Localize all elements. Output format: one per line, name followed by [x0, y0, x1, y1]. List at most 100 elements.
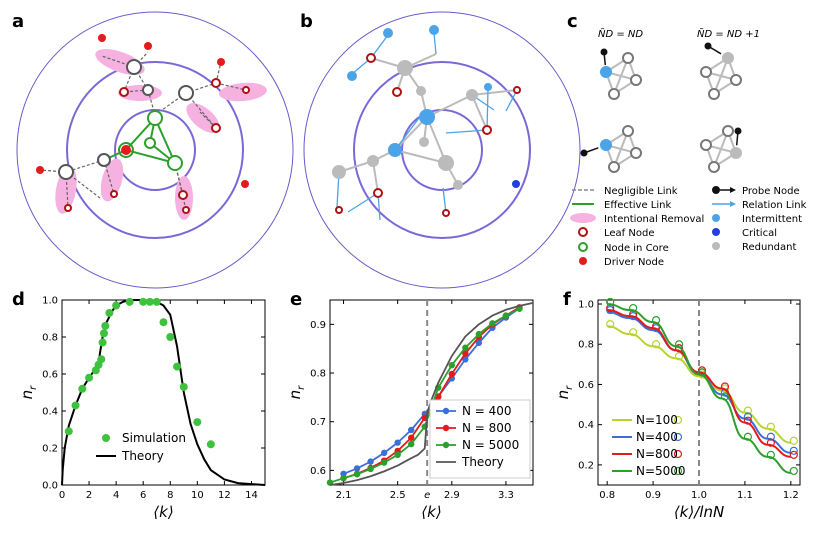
simulation-point — [112, 301, 121, 310]
panel-label-f: f — [563, 289, 571, 310]
legend-node-in-core: Node in Core — [604, 243, 669, 254]
leaf-nodes-b — [335, 53, 521, 217]
series-n-800-point — [448, 370, 455, 378]
series-n-5000-point — [697, 368, 707, 377]
column-header-1: ÑD = ND — [598, 27, 643, 40]
y-tick-label: 0.8 — [310, 369, 326, 380]
x-tick-label: 0.9 — [645, 490, 661, 501]
legend-theory: Theory — [121, 449, 164, 463]
x-tick-label: 2.5 — [390, 490, 406, 501]
y-tick-label: 0.8 — [578, 340, 594, 351]
series-n-5000-point — [674, 340, 684, 349]
y-tick-label: 1.0 — [578, 300, 594, 311]
y-tick-label: 0.6 — [578, 380, 594, 391]
simulation-point — [125, 297, 134, 306]
series-n-5000-point — [743, 432, 753, 441]
legend-probe-node: Probe Node — [742, 186, 800, 197]
legend-intentional-removal: Intentional Removal — [604, 214, 704, 225]
panel-label-e: e — [290, 289, 302, 310]
probe-diagrams — [580, 42, 742, 173]
simulation-point — [173, 362, 182, 371]
simulation-point — [152, 297, 161, 306]
series-n-400-point — [408, 426, 415, 434]
series-n-5000-point — [789, 466, 798, 476]
redundant-nodes — [332, 60, 478, 190]
simulation-point — [78, 384, 87, 393]
legend-dot — [673, 449, 683, 459]
legend-label: N = 800 — [462, 421, 512, 435]
probe-diagram-3 — [580, 125, 642, 173]
y-tick-label: 1.0 — [42, 296, 58, 307]
y-tick-label: 0.7 — [310, 417, 326, 428]
chart-d: 0 2 4 6 8 10 12 14 0.0 0.2 0.4 0.6 0.8 1.0 ⟨k⟩ nr Simula… — [18, 296, 266, 521]
legend-simulation: Simulation — [122, 431, 186, 445]
series-n-400-point — [394, 439, 401, 446]
series-n-5000-point — [629, 303, 638, 313]
simulation-point — [179, 382, 188, 391]
y-axis-label: nr — [286, 385, 307, 400]
legend-dot — [673, 415, 683, 425]
simulation-point — [97, 355, 106, 364]
panel-label-b: b — [300, 11, 313, 32]
x-tick-label: 14 — [245, 490, 258, 501]
legend-intermittent: Intermittent — [742, 214, 802, 225]
simulation-point — [64, 427, 73, 436]
series-n-5000-point — [475, 330, 483, 338]
series-n-800-point — [743, 416, 753, 425]
series-n-100-point — [743, 406, 753, 415]
simulation-point — [99, 329, 108, 338]
series-n-800-point — [720, 382, 730, 391]
legend-dot — [673, 432, 683, 442]
probe-diagram-1 — [600, 48, 642, 100]
legend-effective-link: Effective Link — [604, 200, 671, 211]
y-tick-label: 0.9 — [310, 320, 326, 331]
panel-label-c: c — [567, 11, 578, 32]
plot-frame — [329, 299, 534, 486]
series-n-800-point — [766, 438, 775, 447]
series-n-400-point — [789, 446, 798, 455]
panel-a: a — [12, 11, 294, 289]
x-tick-label: 4 — [113, 490, 119, 501]
panel-label-a: a — [12, 11, 24, 32]
legend-critical: Critical — [742, 228, 777, 239]
legend-driver-node: Driver Node — [604, 257, 664, 268]
legend-label: N = 5000 — [462, 438, 519, 452]
x-tick-label: 6 — [140, 490, 146, 501]
legend-relation-link: Relation Link — [742, 200, 807, 211]
legend-dot — [442, 424, 450, 432]
y-tick-label: 0.6 — [42, 370, 58, 381]
driver-nodes — [36, 34, 249, 188]
panel-c: c ÑD = ND ÑD = ND +1 Negligible Link Eff… — [567, 11, 807, 268]
y-tick-label: 0.4 — [42, 407, 58, 418]
series-n-800-point — [435, 393, 442, 401]
x-tick-label: 8 — [167, 490, 173, 501]
simulation-point — [159, 318, 168, 327]
x-axis-label: ⟨k⟩ — [153, 503, 173, 521]
series-n-400-point — [380, 449, 388, 457]
series-n-5000-point — [502, 312, 510, 319]
gray-nodes — [58, 59, 194, 180]
series-n-400-point — [462, 356, 469, 363]
simulation-point — [166, 333, 175, 341]
series-n-100-point — [674, 352, 684, 361]
legend-dot — [442, 441, 450, 449]
legend-dot — [442, 407, 450, 415]
leaf-nodes — [64, 78, 250, 214]
series-n-5000-point — [651, 316, 661, 325]
x-tick-label: 0.8 — [599, 490, 615, 501]
intermittent-nodes — [347, 25, 492, 157]
legend-negligible-link: Negligible Link — [604, 186, 678, 197]
series-n-5000-point — [606, 297, 615, 307]
panel-label-d: d — [12, 289, 25, 310]
series-n-400-point — [367, 458, 374, 465]
y-tick-label: 0.2 — [42, 444, 58, 455]
series-n-800-point — [789, 450, 798, 459]
probe-diagram-4 — [700, 125, 742, 173]
series-n-400-point — [475, 339, 483, 347]
x-tick-label: 2.9 — [444, 490, 460, 501]
series-n-100-point — [606, 320, 615, 329]
legend-label: N=100 — [636, 413, 678, 427]
legend-marker-simulation — [102, 434, 110, 442]
series-n-100-point — [629, 328, 638, 337]
